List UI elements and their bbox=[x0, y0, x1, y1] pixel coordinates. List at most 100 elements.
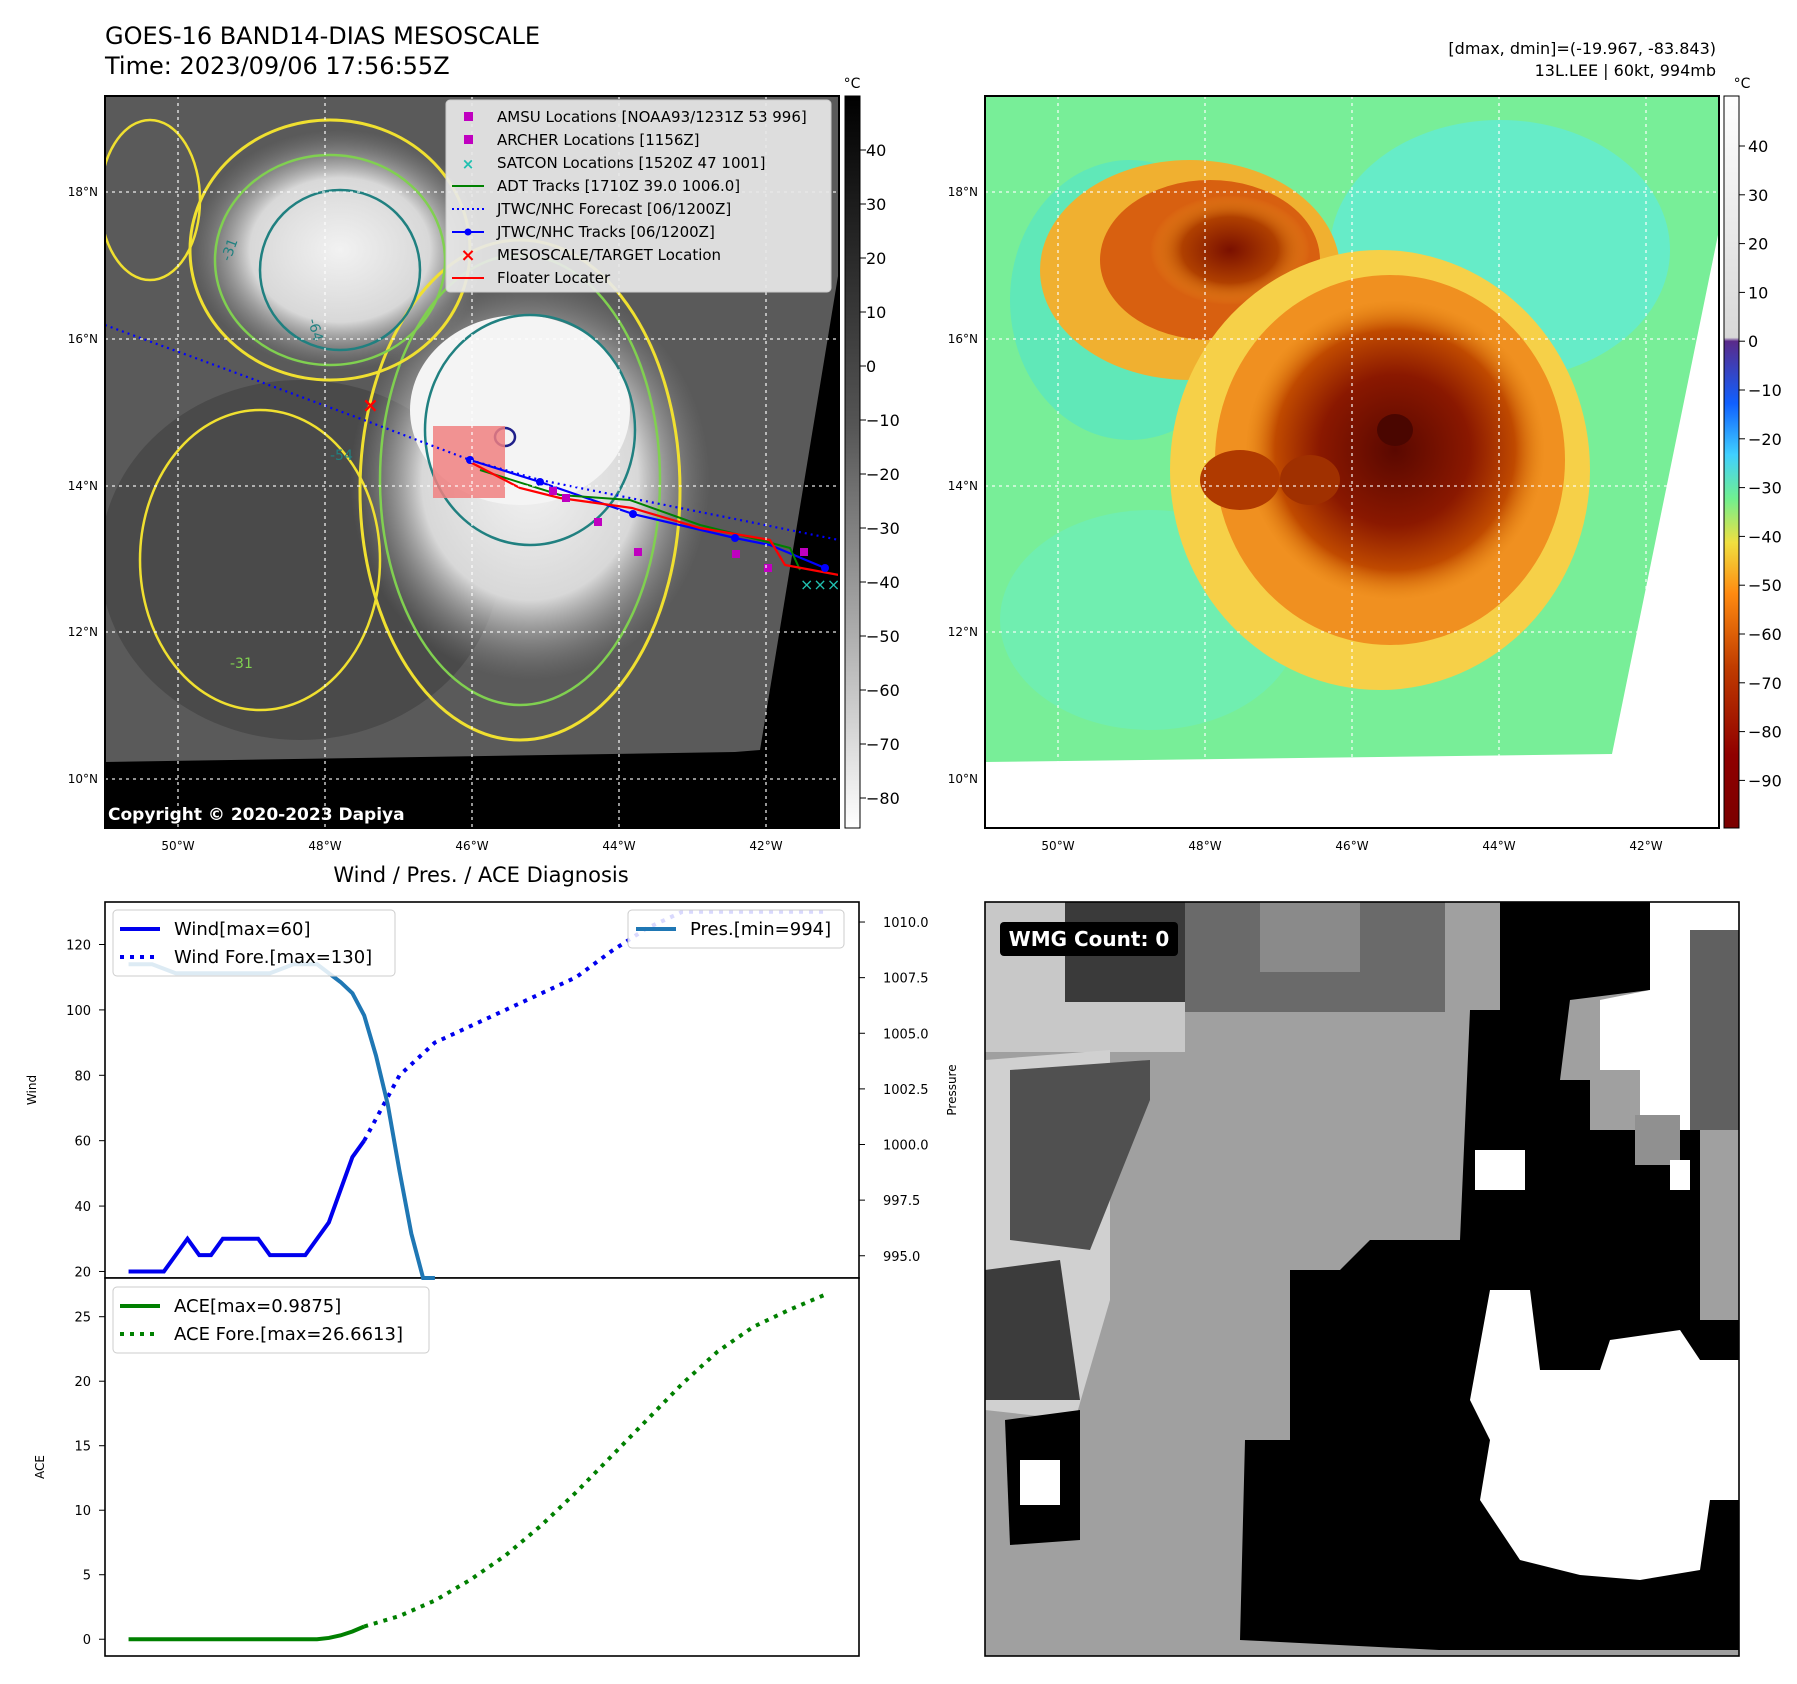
lat-tick: 16°N bbox=[68, 332, 98, 346]
lat-tick: 10°N bbox=[948, 772, 978, 786]
legend-label: JTWC/NHC Tracks [06/1200Z] bbox=[496, 223, 715, 241]
wind-tick-label: 120 bbox=[66, 939, 91, 954]
wind-tick-label: 40 bbox=[74, 1200, 91, 1215]
lon-tick: 48°W bbox=[1188, 839, 1221, 853]
lat-tick: 12°N bbox=[68, 625, 98, 639]
wmg-count: WMG Count: 0 bbox=[1009, 927, 1170, 951]
legend-label: AMSU Locations [NOAA93/1231Z 53 996] bbox=[497, 108, 807, 126]
lat-tick: 10°N bbox=[68, 772, 98, 786]
legend-label: ARCHER Locations [1156Z] bbox=[497, 131, 700, 149]
colorbar-tick-label: 0 bbox=[1748, 332, 1758, 351]
colorbar-tick-label: −60 bbox=[866, 681, 900, 700]
pressure-tick-label: 995.0 bbox=[883, 1250, 920, 1265]
colorbar-tick-label: −90 bbox=[1748, 771, 1782, 790]
wmg-panel: WMG Count: 0 bbox=[985, 902, 1739, 1656]
pressure-tick-label: 1000.0 bbox=[883, 1139, 929, 1154]
figure-title: GOES-16 BAND14-DIAS MESOSCALE bbox=[105, 22, 540, 50]
ir-map-axis-labels: 50°W 48°W 46°W 44°W 42°W 18°N 16°N 14°N … bbox=[68, 185, 783, 853]
diagnosis-chart: Wind Pressure ACE 20406080100120995.0997… bbox=[25, 901, 959, 1657]
color-colorbar: °C 40 30 20 10 0 −10 −20 −30 −40 −50 −60 −70 −80 −90 bbox=[1723, 76, 1782, 829]
gray-colorbar: °C 40 30 20 10 0 −10 −20 −30 −40 −50 −60 −70 −80 bbox=[844, 76, 900, 829]
lon-tick: 50°W bbox=[161, 839, 194, 853]
pressure-tick-label: 1010.0 bbox=[883, 916, 929, 931]
storm-readout: 13L.LEE | 60kt, 994mb bbox=[1535, 61, 1716, 80]
forecast-track bbox=[105, 323, 839, 542]
colorbar-tick-label: −50 bbox=[866, 627, 900, 646]
colorbar-tick-label: −10 bbox=[866, 411, 900, 430]
ace-tick-label: 10 bbox=[74, 1504, 91, 1519]
legend-wind: Wind[max=60] bbox=[174, 919, 311, 940]
contour-label-2: -64 bbox=[304, 317, 325, 343]
wind-tick-label: 100 bbox=[66, 1004, 91, 1019]
colorbar-tick-label: −30 bbox=[866, 519, 900, 538]
lat-tick: 14°N bbox=[68, 479, 98, 493]
lon-tick: 46°W bbox=[455, 839, 488, 853]
copyright: Copyright © 2020-2023 Dapiya bbox=[108, 805, 405, 825]
pressure-tick-label: 1007.5 bbox=[883, 972, 929, 987]
lat-tick: 18°N bbox=[948, 185, 978, 199]
diagnosis-title: Wind / Pres. / ACE Diagnosis bbox=[333, 863, 628, 887]
svg-text:×××××: ××××× bbox=[800, 575, 867, 594]
colorbar-tick-label: 40 bbox=[1748, 137, 1768, 156]
lon-tick: 42°W bbox=[1629, 839, 1662, 853]
colorbar-tick-label: −60 bbox=[1748, 625, 1782, 644]
gray-colorbar-unit: °C bbox=[844, 76, 861, 92]
colorbar-tick-label: 10 bbox=[866, 303, 886, 322]
jtwc-track bbox=[469, 458, 826, 570]
colorbar-tick-label: 30 bbox=[866, 195, 886, 214]
wind-tick-label: 20 bbox=[74, 1265, 91, 1280]
lon-tick: 44°W bbox=[1482, 839, 1515, 853]
wind-axis-label: Wind bbox=[25, 1075, 39, 1105]
lat-tick: 18°N bbox=[68, 185, 98, 199]
colorbar-tick-label: −50 bbox=[1748, 576, 1782, 595]
legend-marker bbox=[464, 135, 473, 144]
colorbar-tick-label: −10 bbox=[1748, 381, 1782, 400]
legend-ace: ACE[max=0.9875] bbox=[174, 1296, 341, 1317]
lat-tick: 14°N bbox=[948, 479, 978, 493]
colorbar-tick-label: −80 bbox=[1748, 723, 1782, 742]
lon-tick: 46°W bbox=[1335, 839, 1368, 853]
wind-tick-label: 80 bbox=[74, 1069, 91, 1084]
legend-marker: × bbox=[460, 245, 475, 266]
adt-track bbox=[479, 469, 801, 571]
ace-series-line-1 bbox=[363, 1293, 825, 1629]
series-line-0 bbox=[128, 1139, 366, 1274]
ace-tick-label: 5 bbox=[83, 1569, 91, 1584]
ace-tick-label: 20 bbox=[74, 1375, 91, 1390]
legend-label: Floater Locater bbox=[497, 269, 611, 287]
ace-tick-label: 0 bbox=[83, 1633, 91, 1648]
pressure-tick-label: 1005.0 bbox=[883, 1027, 929, 1042]
dmax-readout: [dmax, dmin]=(-19.967, -83.843) bbox=[1448, 39, 1716, 58]
contour-teal bbox=[423, 313, 637, 547]
colorbar-tick-label: −40 bbox=[1748, 527, 1782, 546]
legend-pres: Pres.[min=994] bbox=[690, 919, 831, 940]
legend-label: SATCON Locations [1520Z 47 1001] bbox=[497, 154, 765, 172]
colorbar-tick-label: −70 bbox=[1748, 674, 1782, 693]
mesoscale-target-marker: × bbox=[362, 393, 379, 417]
lon-tick: 44°W bbox=[602, 839, 635, 853]
legend-wind-fore: Wind Fore.[max=130] bbox=[174, 947, 372, 968]
colorbar-tick-label: 40 bbox=[866, 141, 886, 160]
colorbar-tick-label: −20 bbox=[866, 465, 900, 484]
legend-ace-fore: ACE Fore.[max=26.6613] bbox=[174, 1324, 403, 1345]
pressure-tick-label: 997.5 bbox=[883, 1194, 920, 1209]
colorbar-tick-label: 30 bbox=[1748, 186, 1768, 205]
lat-tick: 12°N bbox=[948, 625, 978, 639]
lon-tick: 42°W bbox=[749, 839, 782, 853]
colorbar-tick-label: −70 bbox=[866, 735, 900, 754]
lon-tick: 50°W bbox=[1041, 839, 1074, 853]
colorbar-tick-label: 0 bbox=[866, 357, 876, 376]
legend-marker-dot bbox=[464, 228, 472, 236]
legend-marker: × bbox=[462, 155, 475, 173]
contour-label-3: -54 bbox=[330, 448, 353, 464]
figure-time: Time: 2023/09/06 17:56:55Z bbox=[104, 52, 450, 80]
ace-tick-label: 15 bbox=[74, 1440, 91, 1455]
lat-tick: 16°N bbox=[948, 332, 978, 346]
ace-series-line-0 bbox=[128, 1624, 365, 1642]
ace-tick-label: 25 bbox=[74, 1311, 91, 1326]
color-map-panel bbox=[985, 96, 1719, 828]
colorbar-tick-label: 20 bbox=[1748, 235, 1768, 254]
legend-label: ADT Tracks [1710Z 39.0 1006.0] bbox=[497, 177, 740, 195]
legend-label: JTWC/NHC Forecast [06/1200Z] bbox=[496, 200, 731, 218]
